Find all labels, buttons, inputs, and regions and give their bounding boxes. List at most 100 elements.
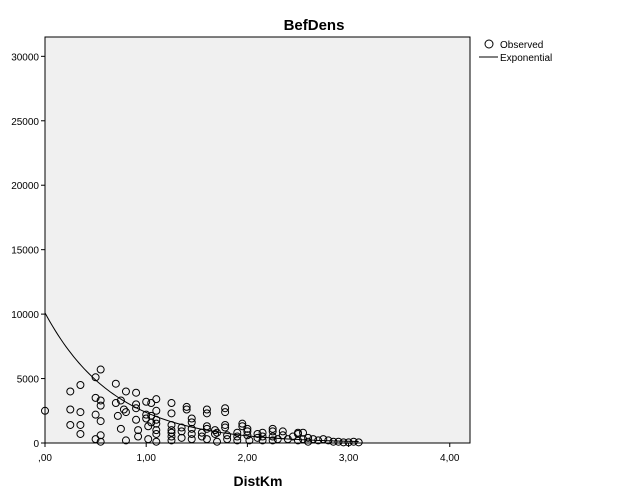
observed-point — [223, 435, 232, 444]
observed-point — [354, 438, 363, 447]
observed-point — [113, 411, 122, 420]
observed-point — [233, 432, 242, 441]
observed-point — [167, 409, 176, 418]
plot-area — [44, 36, 471, 444]
y-axis: 0 5000 10000 15000 20000 25000 30000 — [11, 52, 45, 450]
observed-point — [96, 417, 105, 426]
x-tick-label: ,00 — [38, 453, 52, 464]
observed-point — [76, 408, 85, 417]
observed-point — [309, 435, 318, 444]
y-tick-label: 30000 — [11, 52, 39, 63]
observed-point — [187, 418, 196, 427]
observed-point — [213, 437, 222, 446]
observed-point — [111, 379, 120, 388]
observed-point — [268, 427, 277, 436]
observed-point — [134, 426, 143, 435]
observed-point — [41, 406, 49, 415]
observed-point — [278, 427, 287, 436]
observed-point — [221, 404, 230, 413]
observed-point — [132, 415, 141, 424]
y-tick-label: 10000 — [11, 310, 39, 321]
observed-point — [268, 432, 277, 441]
observed-point — [304, 433, 313, 442]
observed-point — [96, 365, 105, 374]
observed-point — [273, 435, 282, 444]
observed-point — [152, 429, 161, 438]
observed-point — [76, 429, 85, 438]
y-tick-label: 0 — [33, 439, 39, 450]
observed-point — [96, 396, 105, 405]
observed-point — [76, 381, 85, 389]
observed-point — [233, 428, 242, 437]
observed-point — [182, 405, 191, 414]
observed-point — [211, 429, 219, 438]
observed-point — [202, 424, 211, 433]
observed-point — [177, 427, 186, 436]
observed-point — [243, 424, 252, 433]
observed-point — [202, 405, 211, 414]
observed-point — [144, 435, 153, 444]
observed-point — [66, 405, 75, 414]
observed-point — [187, 429, 196, 438]
observed-point — [167, 436, 176, 445]
observed-point — [329, 437, 338, 446]
legend: Observed Exponential — [479, 39, 552, 64]
observed-point — [288, 432, 297, 441]
observed-point — [142, 410, 151, 419]
legend-observed-marker — [484, 39, 494, 49]
chart-title: BefDens — [284, 17, 345, 34]
observed-point — [96, 437, 105, 446]
x-tick-label: 2,00 — [238, 453, 258, 464]
observed-point — [293, 436, 302, 445]
observed-point — [142, 414, 151, 423]
observed-point — [121, 436, 130, 445]
observed-point — [339, 438, 348, 447]
legend-exponential-label: Exponential — [500, 53, 552, 64]
y-tick-label: 25000 — [11, 117, 39, 128]
observed-point — [221, 420, 230, 429]
y-tick-label: 15000 — [11, 246, 39, 257]
x-tick-label: 1,00 — [136, 453, 156, 464]
observed-point — [268, 424, 277, 433]
observed-point — [116, 396, 125, 405]
observed-point — [111, 399, 120, 408]
x-tick-label: 4,00 — [440, 453, 460, 464]
y-tick-label: 20000 — [11, 181, 39, 192]
observed-point — [119, 405, 128, 414]
observed-point — [142, 397, 151, 406]
observed-point — [221, 408, 230, 417]
observed-point — [132, 388, 141, 397]
observed-point — [268, 436, 277, 445]
observed-point — [167, 426, 176, 435]
observed-point — [187, 435, 196, 444]
observed-point — [167, 428, 176, 437]
x-axis: ,00 1,00 2,00 3,00 4,00 — [38, 443, 460, 464]
observed-point — [96, 401, 105, 410]
observed-point — [152, 395, 161, 404]
legend-observed-label: Observed — [500, 40, 543, 51]
observed-point — [187, 424, 196, 433]
observed-point — [221, 423, 230, 432]
observed-point — [91, 393, 100, 402]
observed-point — [91, 435, 100, 444]
observed-point — [319, 435, 328, 444]
observed-point — [197, 432, 206, 441]
observed-point — [132, 404, 141, 413]
observed-point — [243, 427, 252, 436]
observed-point — [152, 406, 161, 415]
observed-point — [177, 423, 186, 432]
observed-point — [334, 437, 343, 446]
observed-point — [293, 429, 302, 438]
observed-point — [211, 426, 219, 435]
observed-point — [299, 428, 308, 437]
observed-point — [238, 419, 247, 428]
observed-point — [304, 437, 313, 446]
observed-point — [66, 420, 75, 429]
observed-point — [202, 435, 211, 444]
observed-point — [147, 399, 156, 408]
observed-point — [344, 438, 353, 447]
observed-point — [152, 437, 161, 446]
observed-point — [245, 436, 254, 445]
observed-point — [233, 436, 242, 445]
